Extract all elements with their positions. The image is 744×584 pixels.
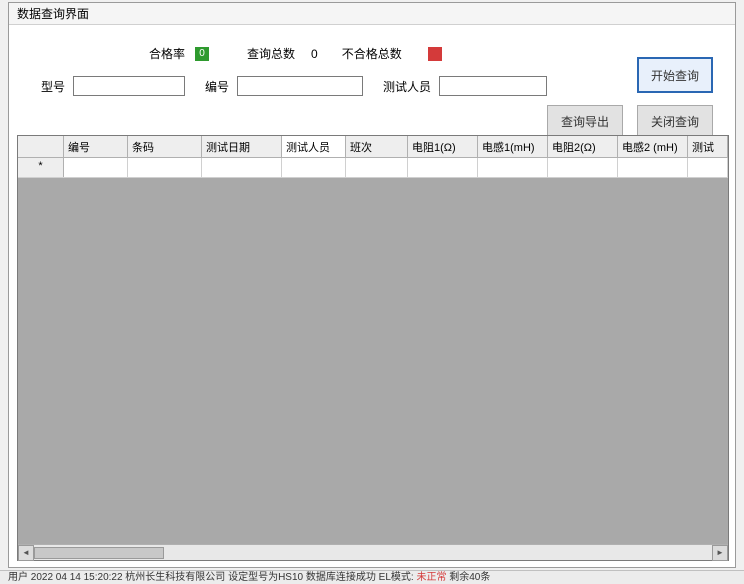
grid-cell[interactable]: [548, 158, 618, 177]
model-input[interactable]: [73, 76, 185, 96]
model-label: 型号: [41, 78, 65, 95]
query-total-value: 0: [311, 47, 318, 61]
grid-cell[interactable]: [408, 158, 478, 177]
tester-label: 测试人员: [383, 78, 431, 95]
status-text-before: 用户 2022 04 14 15:20:22 杭州长生科技有限公司 设定型号为H…: [8, 572, 416, 583]
grid-cell[interactable]: [282, 158, 346, 177]
status-bar: 用户 2022 04 14 15:20:22 杭州长生科技有限公司 设定型号为H…: [0, 570, 744, 584]
grid-new-row[interactable]: *: [18, 158, 728, 178]
pass-rate-label: 合格率: [149, 45, 185, 62]
scroll-right-arrow-icon[interactable]: ►: [712, 545, 728, 561]
column-header[interactable]: 电阻1(Ω): [408, 136, 478, 157]
column-header[interactable]: 班次: [346, 136, 408, 157]
filter-row: 型号 编号 测试人员: [41, 76, 725, 96]
status-text-after: 剩余40条: [449, 572, 490, 583]
grid-cell[interactable]: [202, 158, 282, 177]
scroll-left-arrow-icon[interactable]: ◄: [18, 545, 34, 561]
fail-total-label: 不合格总数: [342, 45, 402, 62]
start-query-button[interactable]: 开始查询: [637, 57, 713, 93]
tester-input[interactable]: [439, 76, 547, 96]
column-header[interactable]: 测试日期: [202, 136, 282, 157]
column-header[interactable]: 测试: [688, 136, 728, 157]
grid-cell[interactable]: [346, 158, 408, 177]
window-title: 数据查询界面: [9, 3, 735, 25]
column-header[interactable]: 电感2 (mH): [618, 136, 688, 157]
grid-header: 编号条码测试日期测试人员班次电阻1(Ω)电感1(mH)电阻2(Ω)电感2 (mH…: [18, 136, 728, 158]
column-header[interactable]: 电阻2(Ω): [548, 136, 618, 157]
filter-panel: 合格率 0 查询总数 0 不合格总数 型号 编号 测试人员 开始查询 查询导出 …: [9, 25, 735, 133]
grid-cell[interactable]: [128, 158, 202, 177]
query-total-label: 查询总数: [247, 45, 295, 62]
grid-cell[interactable]: [618, 158, 688, 177]
row-selector-header[interactable]: [18, 136, 64, 157]
column-header[interactable]: 条码: [128, 136, 202, 157]
data-grid[interactable]: 编号条码测试日期测试人员班次电阻1(Ω)电感1(mH)电阻2(Ω)电感2 (mH…: [17, 135, 729, 561]
close-query-button[interactable]: 关闭查询: [637, 105, 713, 137]
column-header[interactable]: 电感1(mH): [478, 136, 548, 157]
query-window: 数据查询界面 合格率 0 查询总数 0 不合格总数 型号 编号 测试人员 开始查…: [8, 2, 736, 568]
grid-cell[interactable]: [478, 158, 548, 177]
grid-cell[interactable]: [688, 158, 728, 177]
status-warn-text: 未正常: [416, 572, 446, 583]
horizontal-scrollbar[interactable]: ◄ ►: [18, 544, 728, 560]
row-header[interactable]: *: [18, 158, 64, 177]
fail-total-badge: [428, 47, 442, 61]
serial-input[interactable]: [237, 76, 363, 96]
export-query-button[interactable]: 查询导出: [547, 105, 623, 137]
scroll-thumb[interactable]: [34, 547, 164, 559]
serial-label: 编号: [205, 78, 229, 95]
column-header[interactable]: 测试人员: [282, 136, 346, 157]
grid-cell[interactable]: [64, 158, 128, 177]
column-header[interactable]: 编号: [64, 136, 128, 157]
pass-rate-badge: 0: [195, 47, 209, 61]
